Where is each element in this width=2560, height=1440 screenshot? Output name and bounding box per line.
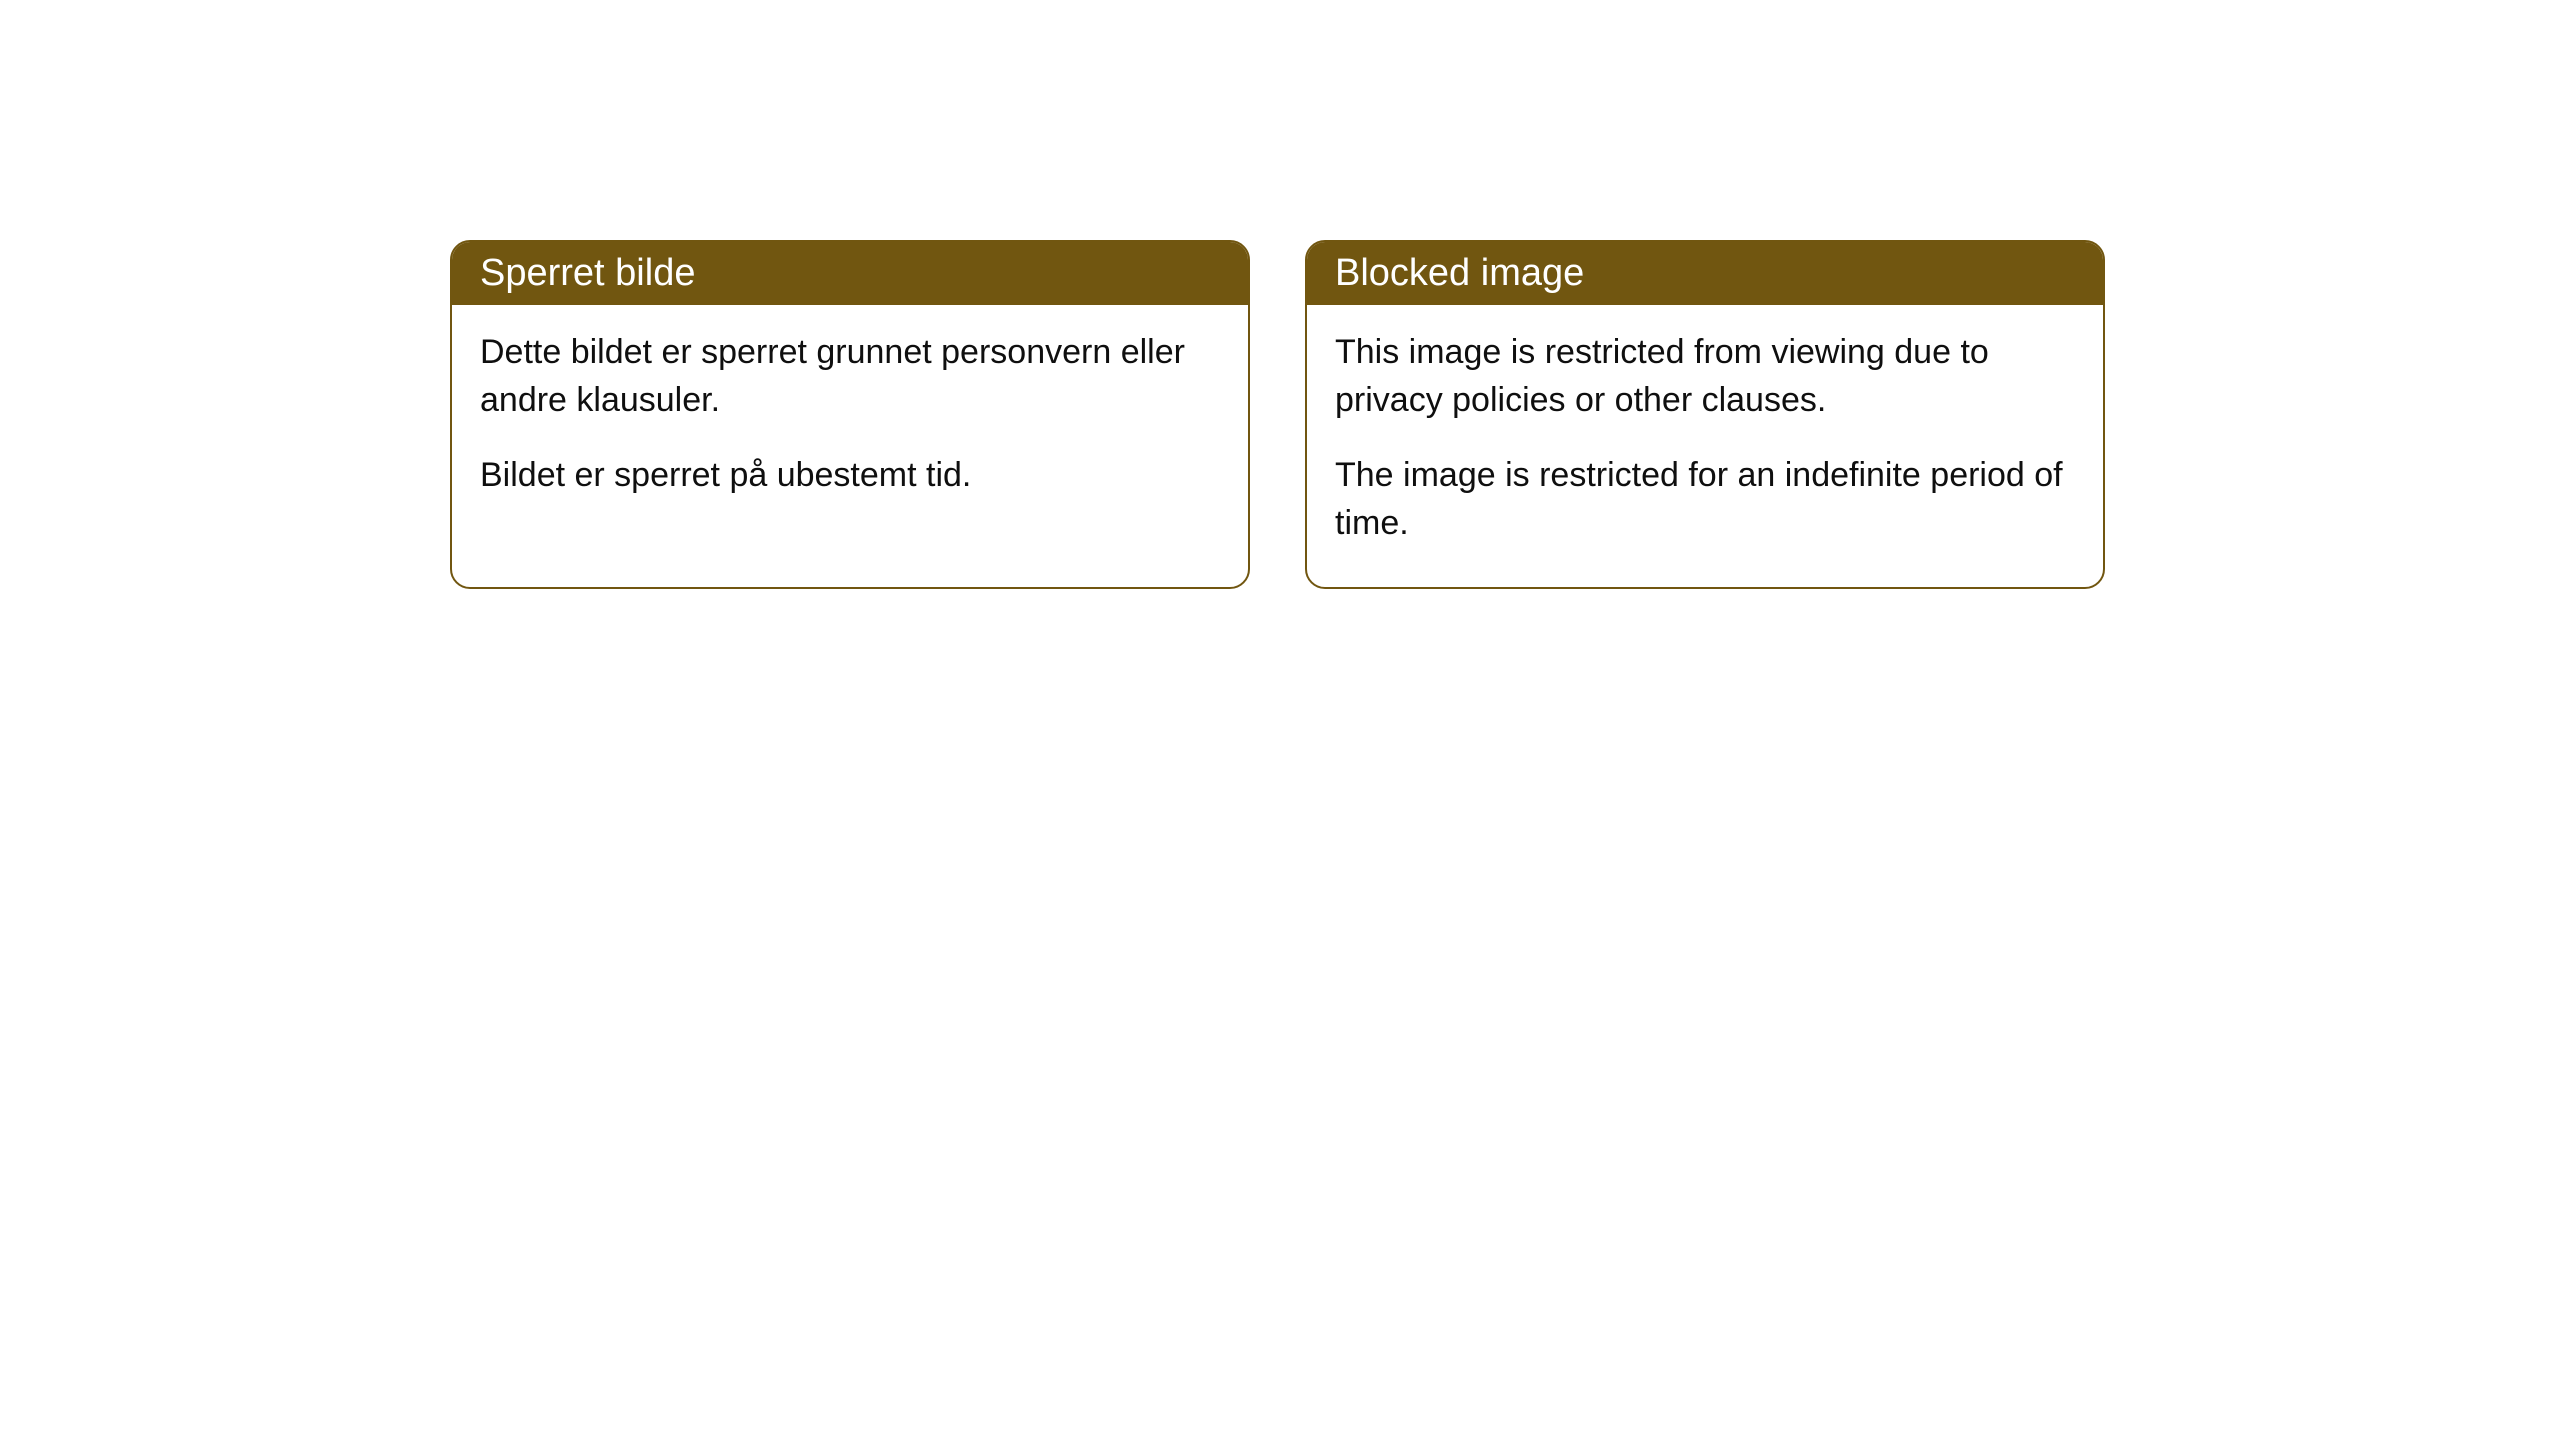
card-header-english: Blocked image xyxy=(1307,242,2103,305)
blocked-image-card-english: Blocked image This image is restricted f… xyxy=(1305,240,2105,589)
card-header-norwegian: Sperret bilde xyxy=(452,242,1248,305)
card-body-norwegian: Dette bildet er sperret grunnet personve… xyxy=(452,305,1248,540)
blocked-image-card-norwegian: Sperret bilde Dette bildet er sperret gr… xyxy=(450,240,1250,589)
notice-para-2-norwegian: Bildet er sperret på ubestemt tid. xyxy=(480,452,1220,500)
notice-para-1-norwegian: Dette bildet er sperret grunnet personve… xyxy=(480,329,1220,424)
card-body-english: This image is restricted from viewing du… xyxy=(1307,305,2103,587)
notice-container: Sperret bilde Dette bildet er sperret gr… xyxy=(0,0,2560,589)
notice-para-1-english: This image is restricted from viewing du… xyxy=(1335,329,2075,424)
notice-para-2-english: The image is restricted for an indefinit… xyxy=(1335,452,2075,547)
